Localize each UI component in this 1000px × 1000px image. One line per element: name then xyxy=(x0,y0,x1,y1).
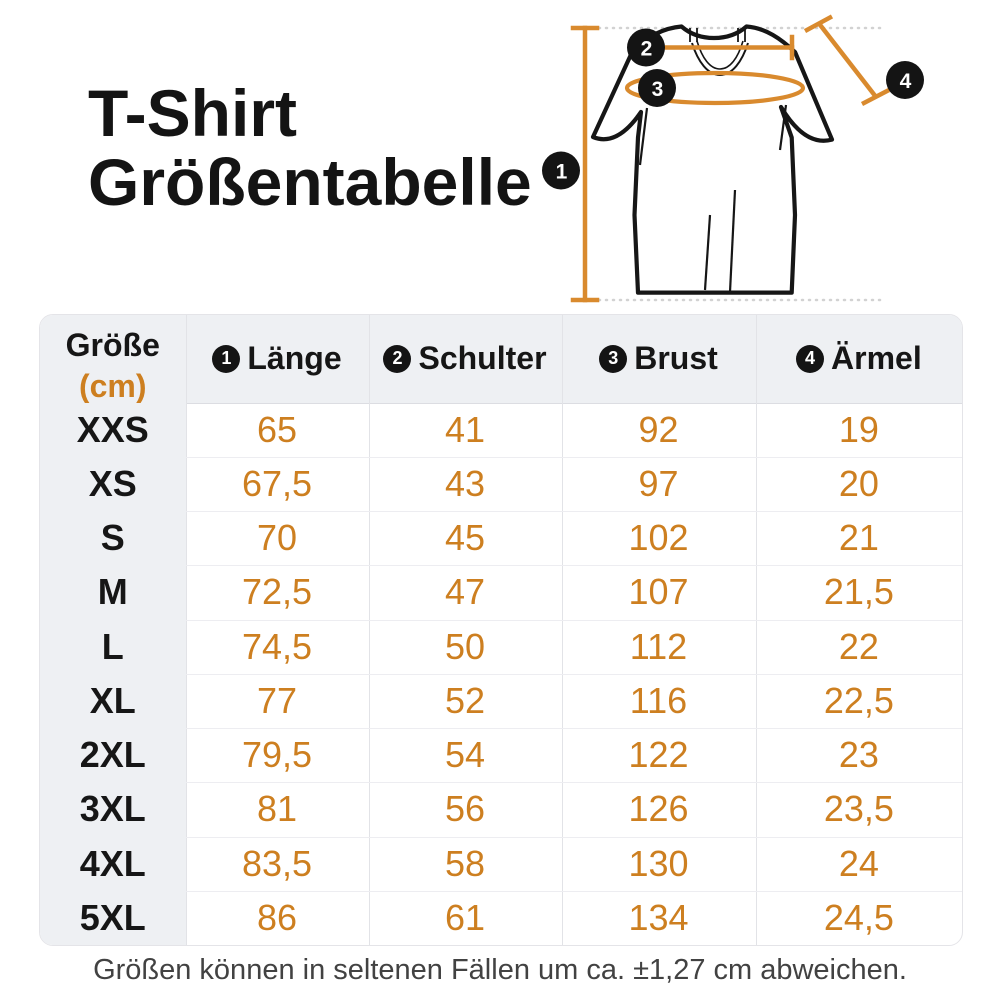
svg-text:3: 3 xyxy=(652,78,664,101)
svg-text:1: 1 xyxy=(556,161,568,184)
svg-text:4: 4 xyxy=(900,70,912,93)
svg-text:2: 2 xyxy=(641,38,653,61)
